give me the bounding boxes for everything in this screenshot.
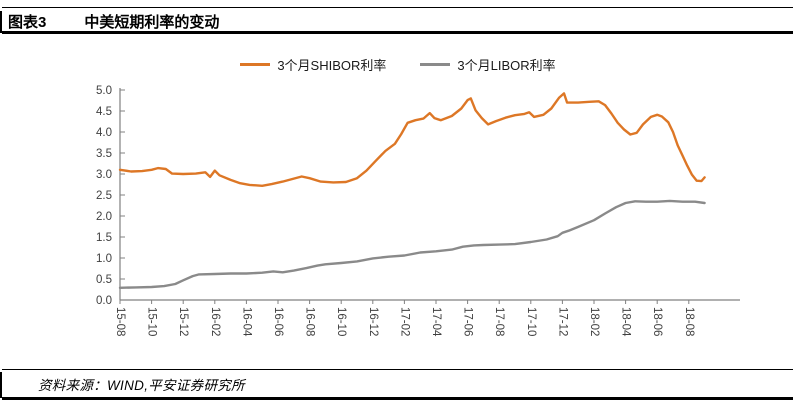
svg-text:0.5: 0.5	[96, 274, 112, 286]
svg-text:1.5: 1.5	[96, 232, 112, 244]
svg-text:17-02: 17-02	[398, 307, 410, 336]
svg-text:17-04: 17-04	[430, 307, 442, 337]
chart-header: 图表3 中美短期利率的变动	[8, 11, 219, 32]
svg-text:2.0: 2.0	[96, 211, 112, 223]
footer-divider	[2, 369, 793, 370]
svg-text:16-06: 16-06	[272, 307, 284, 336]
legend-label-libor: 3个月LIBOR利率	[457, 58, 556, 73]
left-border-fragment-top	[0, 11, 2, 33]
svg-text:17-08: 17-08	[493, 307, 505, 336]
left-border-fragment-bottom	[0, 372, 2, 398]
svg-text:17-10: 17-10	[525, 307, 537, 336]
svg-text:15-12: 15-12	[177, 307, 189, 336]
legend: 3个月SHIBOR利率 3个月LIBOR利率	[0, 55, 796, 74]
svg-text:18-02: 18-02	[588, 307, 600, 336]
bottom-divider	[2, 397, 793, 400]
svg-text:17-12: 17-12	[556, 307, 568, 336]
svg-text:3.5: 3.5	[96, 148, 112, 160]
chart-number-label: 图表3	[8, 14, 47, 31]
svg-text:18-06: 18-06	[651, 307, 663, 336]
svg-text:16-08: 16-08	[304, 307, 316, 336]
svg-text:18-04: 18-04	[620, 307, 632, 337]
svg-text:2.5: 2.5	[96, 190, 112, 202]
svg-text:0.0: 0.0	[96, 295, 112, 307]
title-underline	[2, 31, 793, 34]
legend-item-libor: 3个月LIBOR利率	[420, 55, 556, 74]
shibor-line-swatch	[240, 63, 271, 66]
svg-text:17-06: 17-06	[462, 307, 474, 336]
page-title: 中美短期利率的变动	[84, 14, 220, 31]
svg-text:16-02: 16-02	[209, 307, 221, 336]
legend-label-shibor: 3个月SHIBOR利率	[277, 58, 387, 73]
svg-text:4.5: 4.5	[96, 106, 112, 118]
svg-text:16-12: 16-12	[367, 307, 379, 336]
chart-svg: 0.0 0.5 1.0 1.5 2.0 2.5 3.0 3.5 4.0 4.5 5.0 15-08 15…	[96, 85, 740, 337]
svg-text:4.0: 4.0	[96, 127, 112, 139]
source-note: 资料来源：WIND,平安证券研究所	[38, 378, 245, 393]
svg-text:5.0: 5.0	[96, 85, 112, 97]
legend-item-shibor: 3个月SHIBOR利率	[240, 55, 386, 74]
svg-text:15-08: 15-08	[114, 307, 126, 336]
svg-text:18-08: 18-08	[683, 307, 695, 336]
top-divider	[2, 7, 793, 8]
libor-line-swatch	[420, 63, 451, 66]
svg-text:1.0: 1.0	[96, 253, 112, 265]
svg-text:16-10: 16-10	[335, 307, 347, 336]
svg-text:15-10: 15-10	[146, 307, 158, 336]
svg-text:3.0: 3.0	[96, 169, 112, 181]
svg-text:16-04: 16-04	[240, 307, 252, 337]
line-chart: 0.0 0.5 1.0 1.5 2.0 2.5 3.0 3.5 4.0 4.5 5.0 15-08 15…	[0, 78, 796, 350]
